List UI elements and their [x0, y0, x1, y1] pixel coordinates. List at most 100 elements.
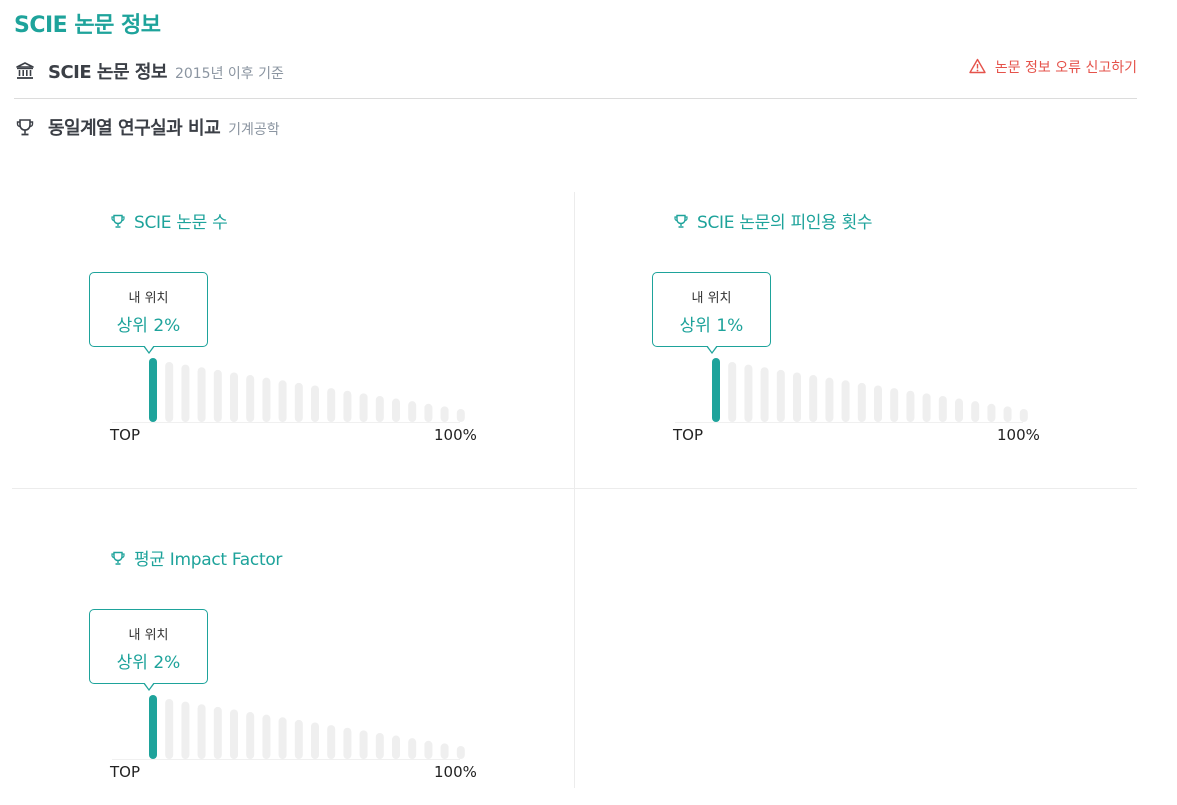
- my-rank-bar: [149, 358, 157, 422]
- grid-divider-vertical: [574, 192, 575, 788]
- distribution-bar: [841, 380, 850, 422]
- compare-row: 동일계열 연구실과 비교 기계공학: [14, 114, 280, 140]
- trophy-icon: [14, 116, 36, 138]
- report-error-link[interactable]: 논문 정보 오류 신고하기: [969, 57, 1137, 77]
- distribution-bar: [327, 725, 336, 759]
- distribution-bar: [278, 380, 287, 422]
- distribution-bar: [165, 362, 174, 422]
- distribution-bar: [890, 388, 899, 422]
- tooltip-value: 상위 2%: [116, 653, 181, 673]
- page-title: SCIE 논문 정보: [14, 13, 161, 38]
- distribution-bar: [728, 362, 737, 422]
- distribution-bar: [181, 364, 190, 422]
- panel-impact-factor: 평균 Impact Factor 내 위치 상위 2% TOP 100%: [12, 529, 572, 805]
- axis-label-top: TOP: [110, 426, 141, 444]
- distribution-bar: [793, 372, 801, 422]
- my-position-tooltip: 내 위치 상위 2%: [89, 609, 208, 691]
- panel-scie-count: SCIE 논문 수 내 위치 상위 2% TOP 100%: [12, 192, 572, 482]
- axis-label-100: 100%: [434, 426, 477, 444]
- tooltip-value: 상위 1%: [679, 316, 744, 336]
- distribution-bar: [197, 704, 206, 759]
- tooltip-label: 내 위치: [691, 291, 732, 306]
- distribution-bar: [213, 369, 222, 422]
- scie-info-title: SCIE 논문 정보: [48, 62, 167, 83]
- tooltip-value: 상위 2%: [116, 316, 181, 336]
- distribution-bar: [987, 403, 996, 422]
- panel-title: SCIE 논문의 피인용 횟수: [673, 208, 873, 233]
- panel-title-text: SCIE 논문의 피인용 횟수: [697, 213, 873, 233]
- distribution-bar: [744, 364, 753, 422]
- my-rank-bar: [149, 695, 157, 759]
- bank-icon: [14, 60, 36, 82]
- distribution-bar: [246, 712, 255, 759]
- panel-title-text: 평균 Impact Factor: [134, 550, 283, 570]
- distribution-bar: [456, 409, 465, 422]
- distribution-bar: [392, 398, 400, 422]
- trophy-icon: [673, 213, 689, 229]
- section-divider: [14, 98, 1137, 99]
- tooltip-label: 내 위치: [128, 291, 169, 306]
- rank-distribution-chart: TOP 100%: [92, 689, 492, 781]
- distribution-bar: [922, 393, 931, 422]
- distribution-bar: [424, 740, 433, 759]
- report-error-label: 논문 정보 오류 신고하기: [994, 60, 1137, 76]
- axis-label-top: TOP: [673, 426, 704, 444]
- compare-subtitle: 기계공학: [228, 121, 280, 138]
- distribution-bar: [857, 382, 866, 422]
- distribution-bar: [311, 385, 319, 422]
- rank-bars: [149, 358, 465, 422]
- scie-info-row: SCIE 논문 정보 2015년 이후 기준: [14, 58, 284, 84]
- distribution-bar: [440, 743, 449, 759]
- distribution-bar: [359, 730, 368, 759]
- rank-bars: [149, 695, 465, 759]
- my-rank-bar: [712, 358, 720, 422]
- distribution-bar: [197, 367, 206, 422]
- rank-distribution-chart: TOP 100%: [92, 352, 492, 444]
- distribution-bar: [809, 375, 818, 422]
- panel-title: SCIE 논문 수: [110, 208, 228, 233]
- panel-title-text: SCIE 논문 수: [134, 213, 228, 233]
- distribution-bar: [1003, 406, 1012, 422]
- panel-citation-count: SCIE 논문의 피인용 횟수 내 위치 상위 1% TOP 100%: [575, 192, 1135, 482]
- distribution-bar: [440, 406, 449, 422]
- distribution-bar: [1019, 409, 1028, 422]
- distribution-bar: [408, 738, 417, 759]
- tooltip-label: 내 위치: [128, 628, 169, 643]
- warning-icon: [969, 58, 987, 76]
- distribution-bar: [343, 390, 352, 422]
- distribution-bar: [294, 719, 303, 759]
- panel-title: 평균 Impact Factor: [110, 545, 282, 570]
- distribution-bar: [392, 735, 400, 759]
- distribution-bar: [906, 390, 915, 422]
- distribution-bar: [456, 746, 465, 759]
- rank-distribution-chart: TOP 100%: [655, 352, 1055, 444]
- distribution-bar: [294, 382, 303, 422]
- compare-title: 동일계열 연구실과 비교: [48, 118, 221, 139]
- axis-label-100: 100%: [997, 426, 1040, 444]
- grid-divider-horizontal: [12, 488, 1137, 489]
- distribution-bar: [181, 701, 190, 759]
- distribution-bar: [760, 367, 769, 422]
- distribution-bar: [230, 709, 238, 759]
- distribution-bar: [955, 398, 963, 422]
- distribution-bar: [213, 706, 222, 759]
- distribution-bar: [278, 717, 287, 759]
- trophy-icon: [110, 550, 126, 566]
- distribution-bar: [375, 732, 384, 759]
- axis-label-100: 100%: [434, 763, 477, 781]
- distribution-bar: [938, 395, 947, 422]
- distribution-bar: [246, 375, 255, 422]
- my-position-tooltip: 내 위치 상위 1%: [652, 272, 771, 354]
- distribution-bar: [971, 401, 980, 422]
- distribution-bar: [424, 403, 433, 422]
- distribution-bar: [874, 385, 882, 422]
- distribution-bar: [825, 377, 834, 422]
- distribution-bar: [375, 395, 384, 422]
- my-position-tooltip: 내 위치 상위 2%: [89, 272, 208, 354]
- distribution-bar: [359, 393, 368, 422]
- axis-label-top: TOP: [110, 763, 141, 781]
- rank-bars: [712, 358, 1028, 422]
- distribution-bar: [262, 714, 271, 759]
- distribution-bar: [165, 699, 174, 759]
- distribution-bar: [230, 372, 238, 422]
